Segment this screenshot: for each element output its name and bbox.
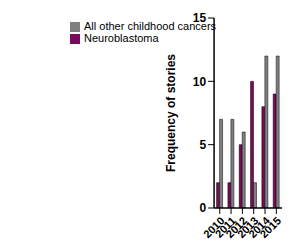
- svg-text:10: 10: [193, 75, 207, 89]
- svg-text:0: 0: [199, 201, 206, 215]
- svg-text:2015: 2015: [257, 214, 283, 240]
- svg-text:Frequency of stories: Frequency of stories: [164, 54, 178, 172]
- svg-text:5: 5: [199, 138, 206, 152]
- svg-text:15: 15: [193, 11, 207, 25]
